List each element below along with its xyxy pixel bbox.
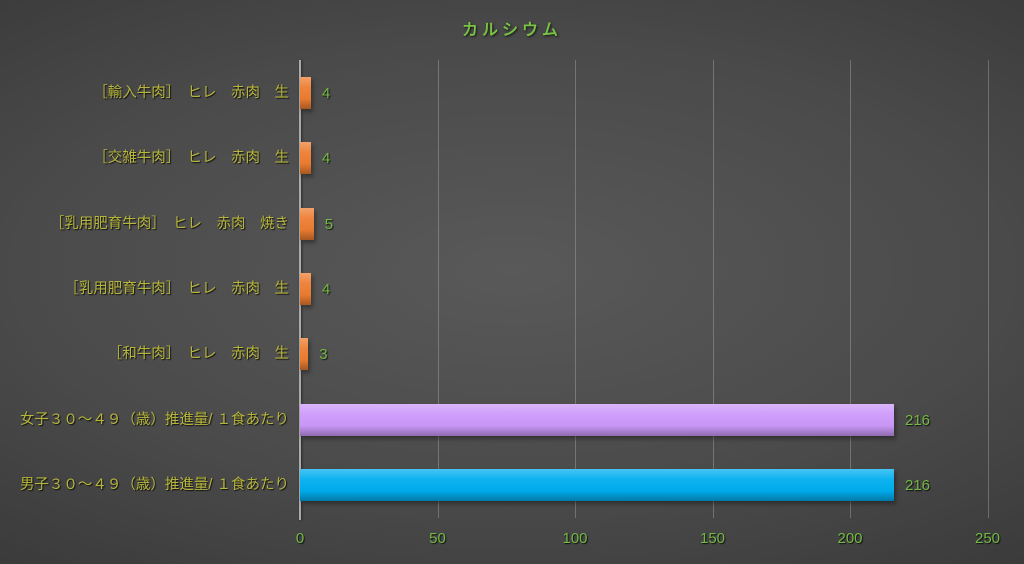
bar-sheen: [300, 403, 894, 436]
bar-4: [300, 338, 309, 371]
bar-sheen: [300, 142, 311, 175]
bar-2: [300, 207, 314, 240]
gridline: [987, 60, 989, 518]
category-label: ［和牛肉］ ヒレ 赤肉 生: [107, 346, 289, 363]
gridline: [712, 60, 714, 518]
category-label: ［乳用肥育牛肉］ ヒレ 赤肉 生: [64, 281, 289, 297]
bar-5: [300, 403, 894, 436]
x-axis-tick-label: 200: [837, 530, 863, 547]
data-label: 4: [322, 150, 331, 168]
bar-6: [300, 469, 894, 502]
x-axis-tick-label: 250: [974, 530, 1001, 547]
x-axis-tick-label: 100: [562, 530, 588, 547]
data-label: 4: [322, 84, 331, 102]
bar-sheen: [300, 76, 311, 109]
data-label: 216: [905, 477, 931, 495]
data-label: 5: [324, 215, 334, 233]
x-axis-tick-label: 0: [295, 530, 305, 547]
bar-sheen: [300, 338, 309, 371]
category-label: ［乳用肥育牛肉］ ヒレ 赤肉 焼き: [49, 215, 289, 232]
data-label: 3: [319, 346, 328, 364]
gridline: [575, 60, 576, 518]
category-label: 男子３０～４９（歳）推進量/ １食あたり: [19, 477, 289, 494]
gridline: [437, 60, 439, 518]
category-label: 女子３０～４９（歳）推進量/ １食あたり: [19, 411, 289, 428]
bar-sheen: [300, 273, 311, 305]
chart-title: カルシウム: [461, 22, 562, 39]
data-label: 4: [322, 281, 331, 298]
x-axis-tick-label: 150: [699, 530, 726, 547]
bar-1: [300, 142, 311, 175]
data-label: 216: [905, 411, 931, 429]
bar-sheen: [300, 469, 894, 502]
gridline: [850, 60, 851, 518]
category-label: ［輸入牛肉］ ヒレ 赤肉 生: [93, 84, 289, 101]
bar-0: [300, 76, 311, 109]
bar-sheen: [300, 207, 314, 240]
category-label: ［交雑牛肉］ ヒレ 赤肉 生: [93, 150, 289, 167]
bar-3: [300, 273, 311, 305]
x-axis-tick-label: 50: [429, 530, 446, 547]
